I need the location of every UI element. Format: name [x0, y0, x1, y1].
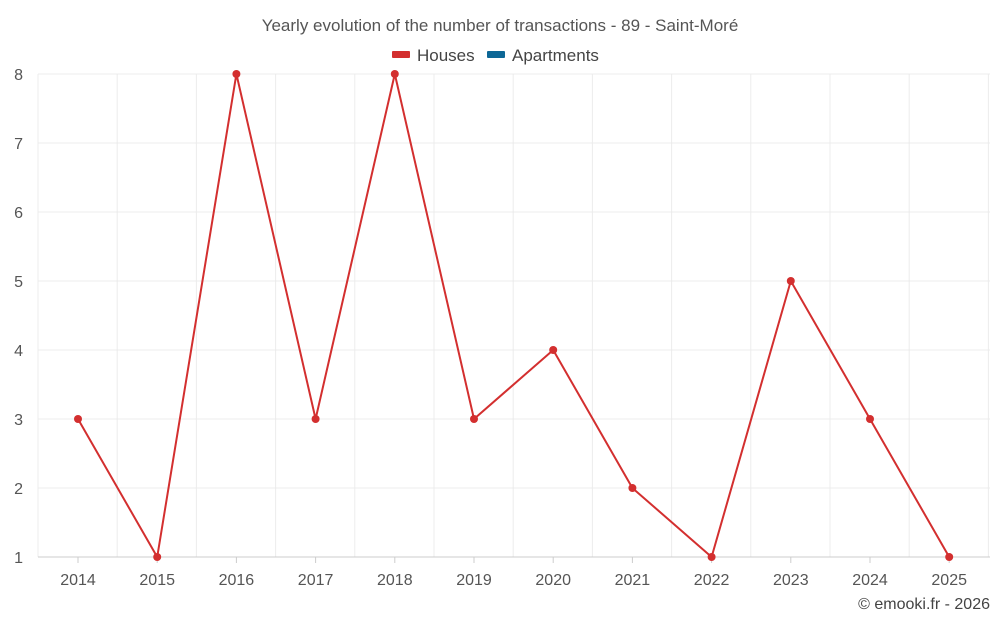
y-tick-label: 8: [14, 67, 23, 84]
y-tick-label: 3: [14, 412, 23, 429]
grid: [37, 73, 990, 557]
y-tick-label: 4: [14, 343, 23, 360]
legend: Houses Apartments: [392, 46, 599, 65]
chart-title: Yearly evolution of the number of transa…: [262, 16, 739, 35]
x-tick-label: 2023: [773, 572, 809, 589]
y-tick-label: 7: [14, 136, 23, 153]
data-point-houses-2021[interactable]: [628, 484, 637, 492]
data-point-houses-2025[interactable]: [945, 553, 954, 561]
data-point-houses-2017[interactable]: [311, 415, 320, 423]
x-tick-label: 2021: [615, 572, 651, 589]
data-point-houses-2015[interactable]: [153, 553, 162, 561]
x-tick-label: 2014: [60, 572, 96, 589]
y-tick-label: 6: [14, 205, 23, 222]
x-tick-label: 2019: [456, 572, 492, 589]
x-tick-label: 2024: [852, 572, 888, 589]
y-tick-label: 1: [14, 550, 23, 567]
y-tick-label: 2: [14, 481, 23, 498]
credit-text: © emooki.fr - 2026: [858, 596, 990, 613]
data-point-houses-2020[interactable]: [549, 346, 558, 354]
data-point-houses-2022[interactable]: [707, 553, 716, 561]
x-tick-label: 2016: [219, 572, 255, 589]
legend-label-houses: Houses: [417, 46, 475, 65]
series-line-houses: [77, 73, 951, 558]
x-tick-label: 2020: [535, 572, 571, 589]
legend-item-apartments[interactable]: Apartments: [487, 46, 599, 65]
x-tick-label: 2025: [931, 572, 967, 589]
x-tick-label: 2018: [377, 572, 413, 589]
data-point-houses-2024[interactable]: [866, 415, 874, 423]
x-tick-label: 2017: [298, 572, 334, 589]
legend-item-houses[interactable]: Houses: [392, 46, 475, 65]
data-point-houses-2019[interactable]: [470, 415, 478, 423]
data-point-houses-2014[interactable]: [74, 415, 82, 423]
data-point-houses-2016[interactable]: [232, 70, 241, 78]
axes: 1 2 3 4 5 6 7 8 2014 2015 2016 2017 2018 2019 2020 2021…: [14, 67, 990, 589]
series-houses: [74, 70, 954, 561]
y-tick-label: 5: [14, 274, 23, 291]
x-tick-label: 2022: [694, 572, 730, 589]
legend-label-apartments: Apartments: [512, 46, 599, 65]
x-tick-label: 2015: [139, 572, 175, 589]
legend-swatch-apartments: [487, 51, 505, 58]
data-point-houses-2018[interactable]: [390, 70, 399, 78]
legend-swatch-houses: [392, 51, 410, 58]
data-point-houses-2023[interactable]: [786, 277, 795, 285]
